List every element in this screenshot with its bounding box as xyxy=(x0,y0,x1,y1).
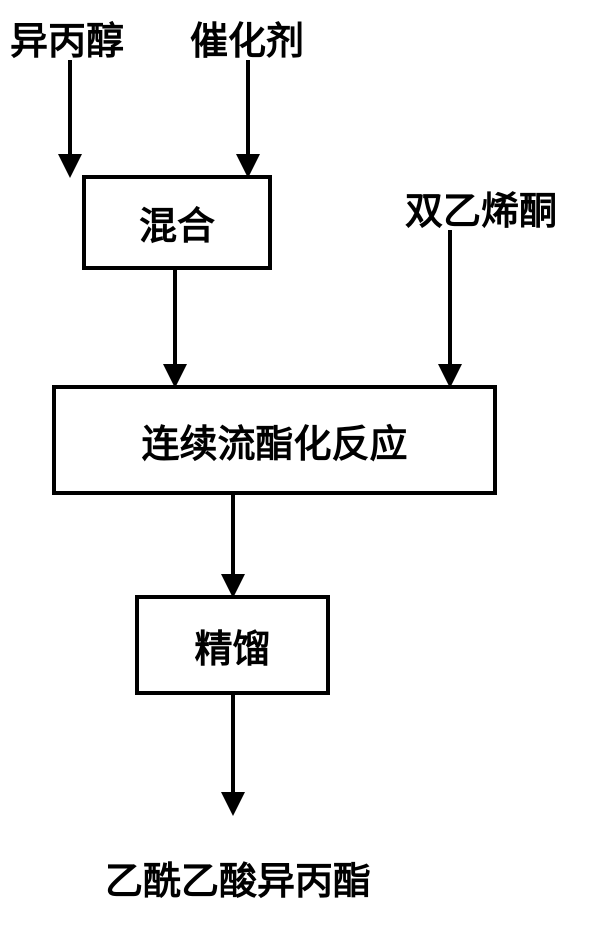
box-mix-label: 混合 xyxy=(139,195,215,250)
box-reaction-label: 连续流酯化反应 xyxy=(141,413,407,468)
flowchart-canvas: 异丙醇 催化剂 双乙烯酮 混合 连续流酯化反应 精馏 乙酰乙酸异丙酯 xyxy=(0,0,597,943)
input-label-catalyst: 催化剂 xyxy=(190,10,304,65)
box-distill: 精馏 xyxy=(135,595,330,695)
box-mix: 混合 xyxy=(82,175,272,270)
input-label-isopropanol: 异丙醇 xyxy=(10,10,124,65)
output-label-product: 乙酰乙酸异丙酯 xyxy=(105,850,371,905)
box-distill-label: 精馏 xyxy=(194,618,270,673)
input-label-diketene: 双乙烯酮 xyxy=(405,180,557,235)
box-reaction: 连续流酯化反应 xyxy=(52,385,497,495)
